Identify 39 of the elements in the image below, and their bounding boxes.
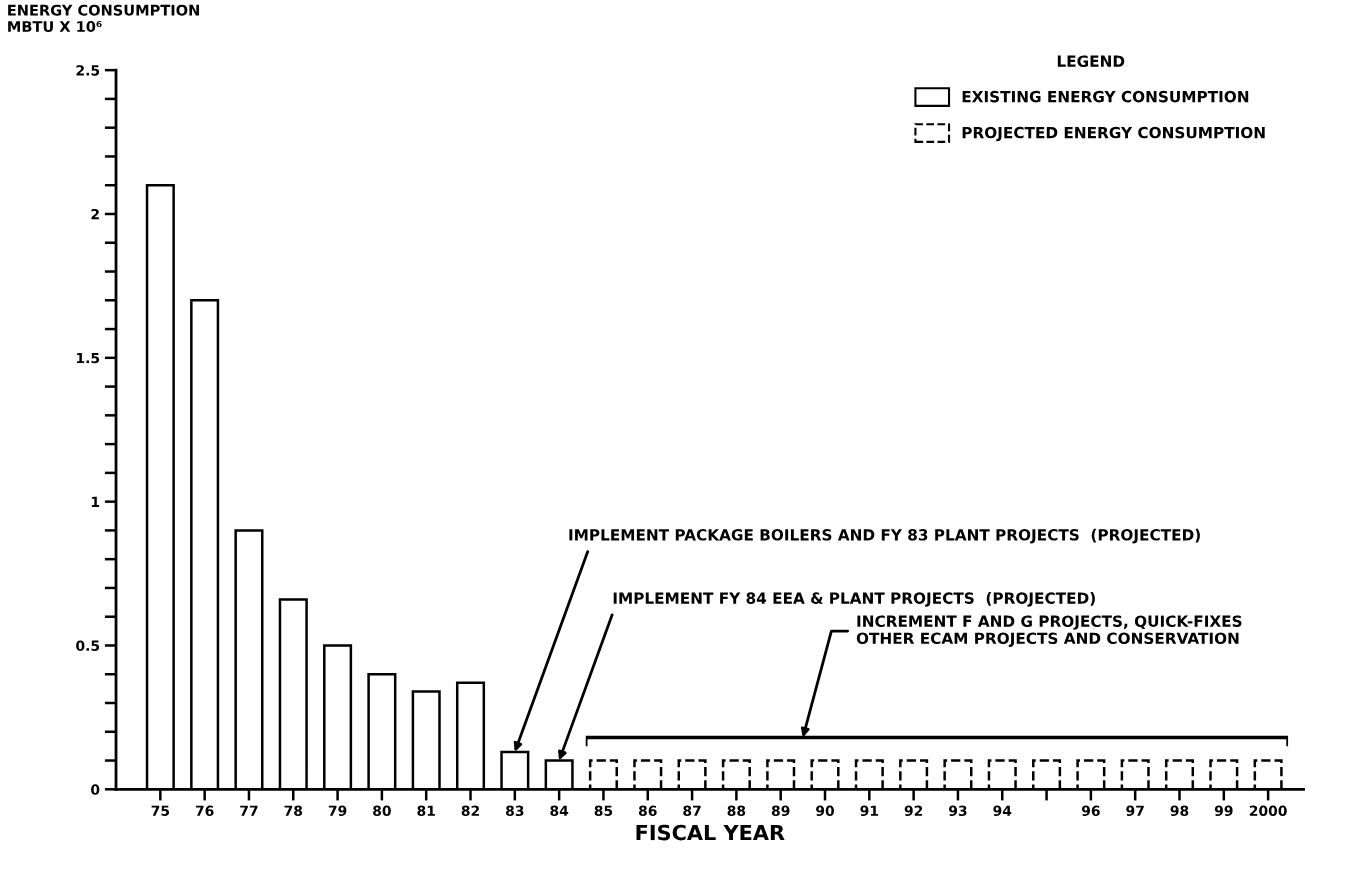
x-tick-label: 86 (638, 805, 657, 817)
x-axis-title: FISCAL YEAR (636, 824, 785, 841)
y-tick-label: 2.5 (76, 65, 100, 76)
x-tick-label: 78 (284, 805, 303, 817)
annotation: INCREMENT F AND G PROJECTS, QUICK-FIXES OTHER ECAM PROJECTS AND CONSERVATION (856, 615, 1242, 647)
x-tick-label: 91 (860, 805, 879, 817)
x-tick-label: 99 (1214, 805, 1233, 817)
x-tick-label: 2000 (1249, 805, 1287, 817)
x-tick-label: 77 (240, 805, 258, 816)
x-tick-label: 81 (417, 805, 435, 817)
x-tick-label: 89 (771, 805, 790, 817)
x-tick-label: 87 (683, 805, 701, 817)
x-tick-label: 82 (461, 805, 479, 817)
x-tick-label: 83 (506, 805, 524, 817)
y-tick-label: 1 (91, 496, 100, 507)
y-tick-label: 1.5 (77, 352, 100, 364)
y-axis-title: ENERGY CONSUMPTION MBTU X 10⁶ (8, 4, 199, 32)
x-tick-label: 84 (550, 805, 569, 817)
legend-label: PROJECTED ENERGY CONSUMPTION (962, 126, 1265, 142)
y-tick-label: 2 (91, 208, 99, 220)
x-tick-label: 85 (594, 805, 613, 817)
annotation: IMPLEMENT PACKAGE BOILERS AND FY 83 PLANT PROJECTS (PROJECTED) (569, 528, 1200, 544)
annotation: IMPLEMENT FY 84 EEA & PLANT PROJECTS (PROJECTED) (613, 592, 1095, 607)
x-tick-label: 94 (993, 805, 1012, 817)
x-tick-label: 75 (151, 805, 170, 817)
x-tick-label: 93 (949, 805, 967, 817)
x-tick-label: 92 (904, 805, 923, 817)
y-tick-label: 0 (91, 784, 100, 795)
x-tick-label: 88 (727, 805, 746, 817)
x-tick-label: 97 (1126, 805, 1144, 817)
x-tick-label: 80 (373, 805, 391, 817)
x-tick-label: 90 (816, 805, 835, 817)
legend-title: LEGEND (1057, 55, 1125, 67)
x-tick-label: 96 (1081, 805, 1100, 817)
legend-label: EXISTING ENERGY CONSUMPTION (962, 90, 1249, 103)
x-tick-label: 98 (1170, 805, 1189, 817)
x-tick-label: 79 (328, 805, 347, 817)
y-tick-label: 0.5 (76, 640, 100, 651)
x-tick-label: 76 (195, 805, 214, 817)
